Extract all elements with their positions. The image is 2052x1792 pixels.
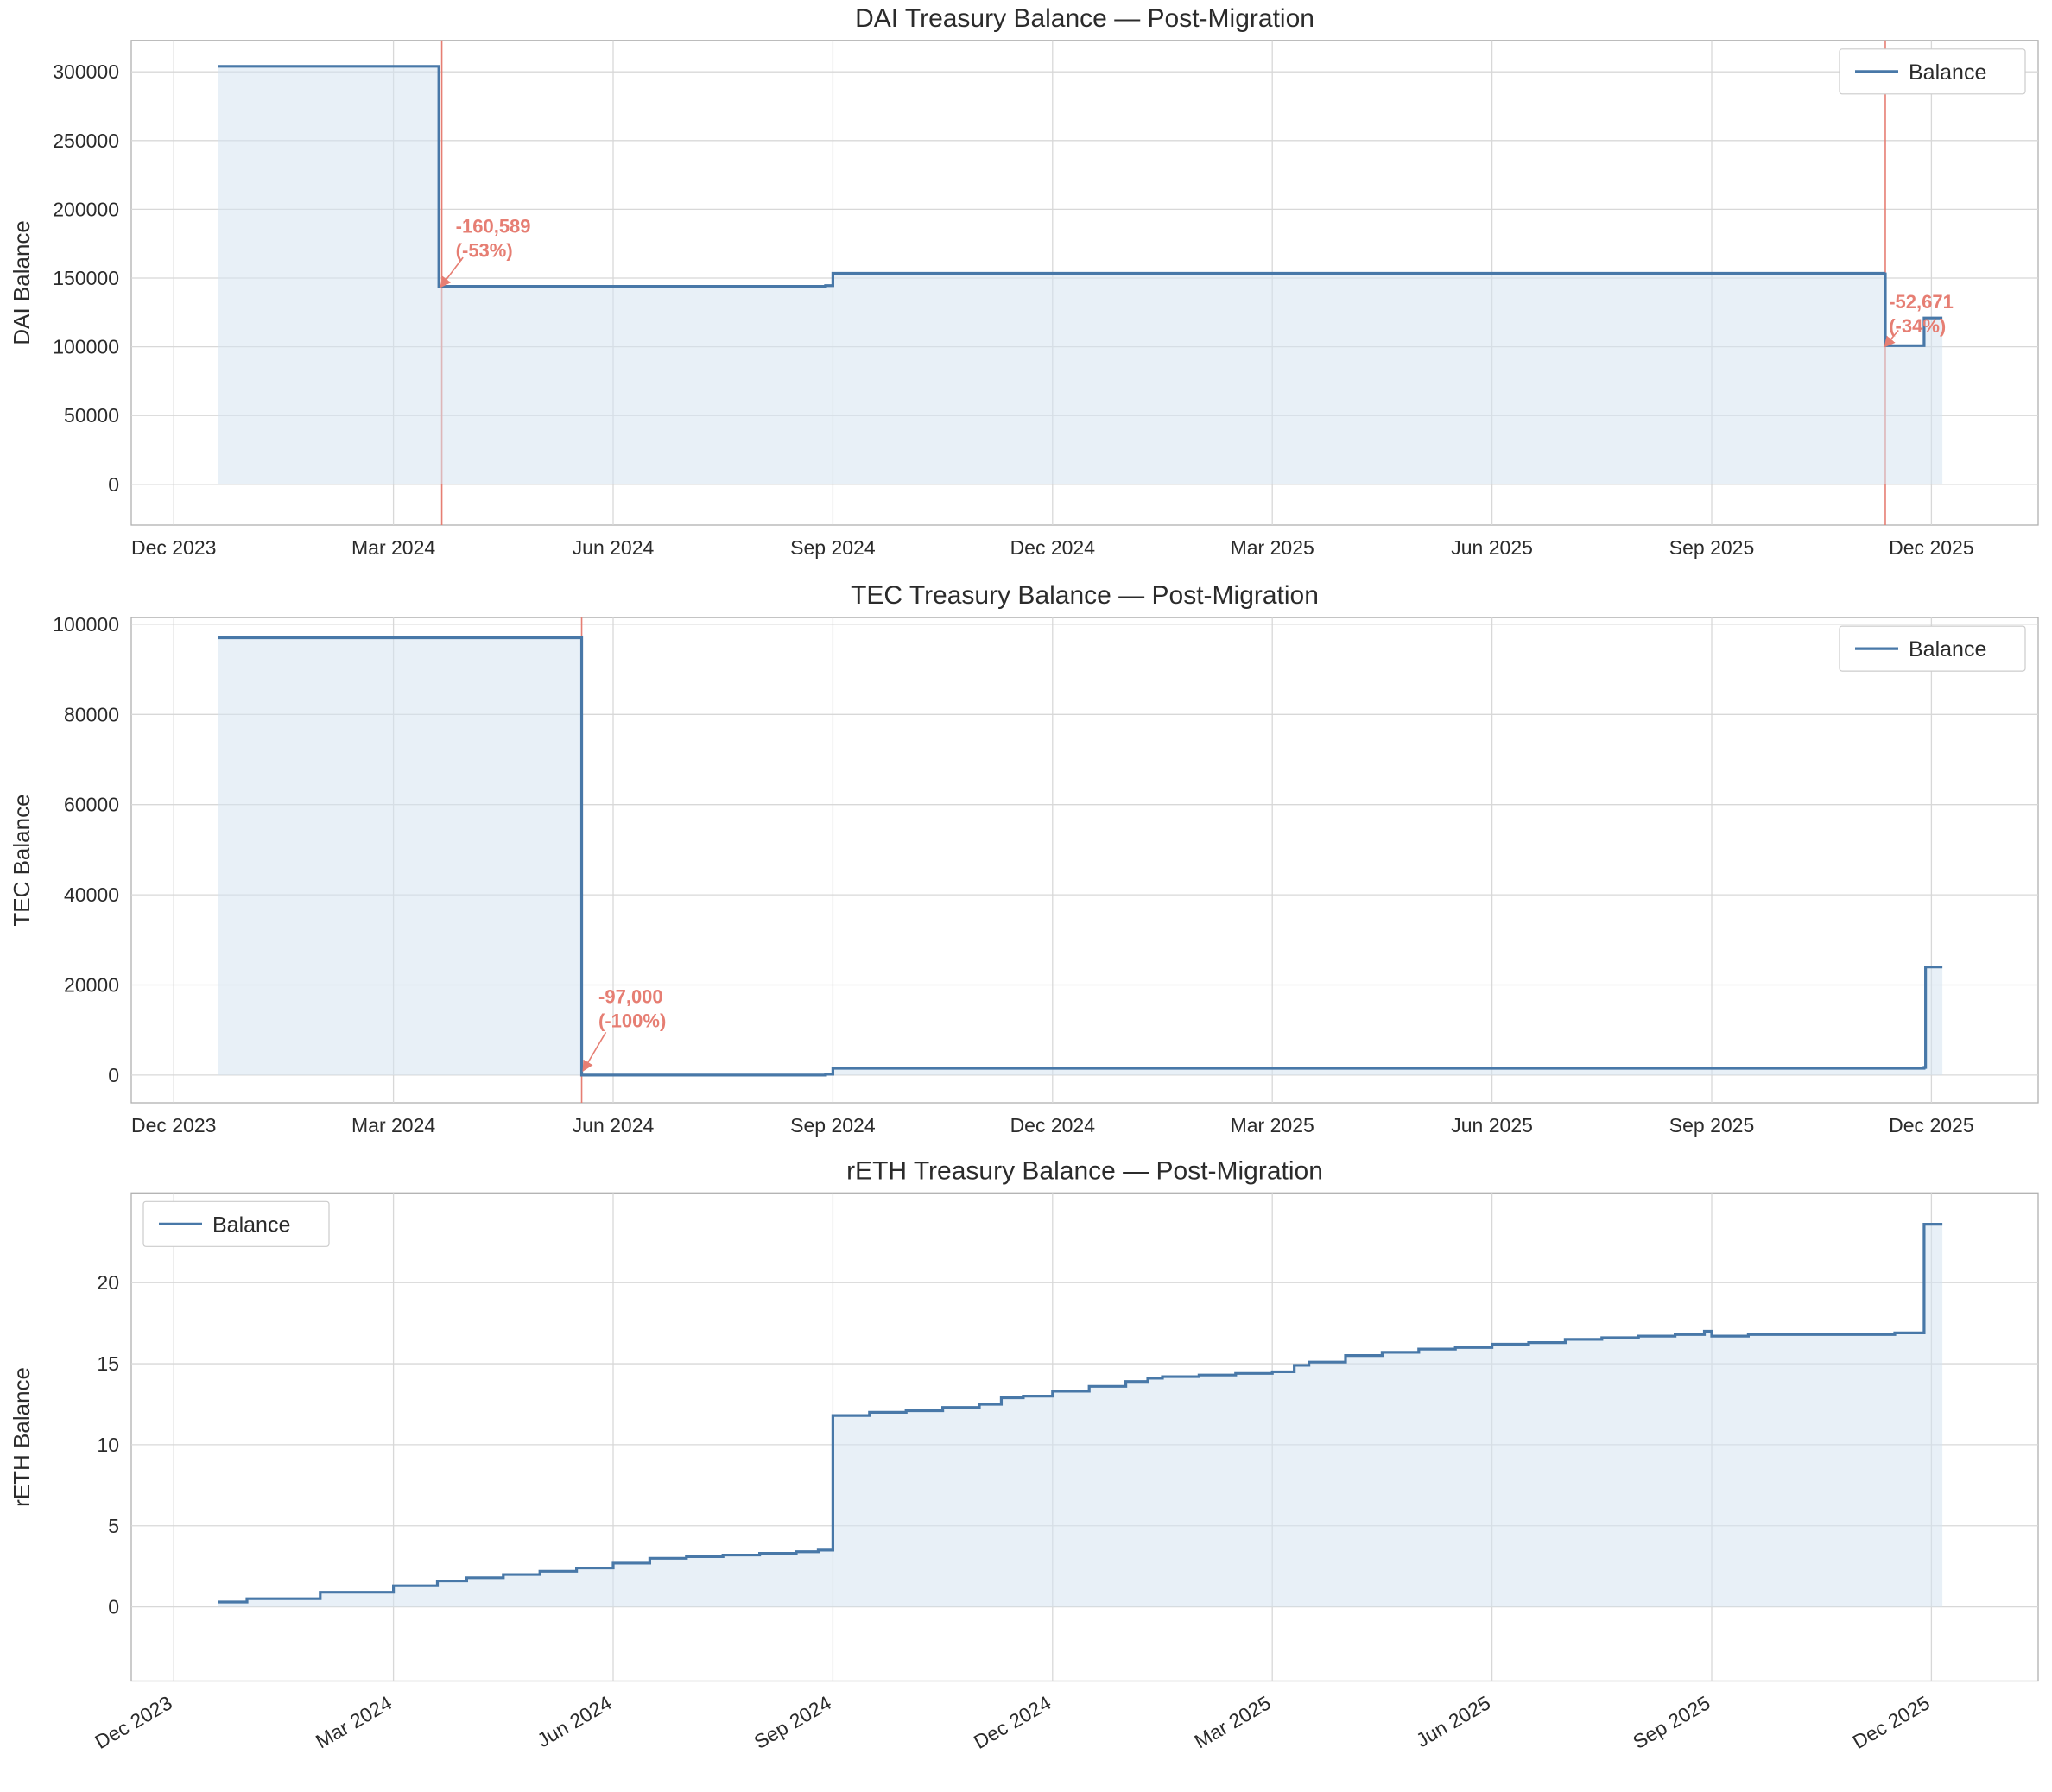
svg-text:Jun 2024: Jun 2024 (573, 1114, 655, 1137)
svg-text:Mar 2025: Mar 2025 (1231, 1114, 1314, 1137)
svg-text:-52,671: -52,671 (1889, 291, 1954, 313)
svg-text:-160,589: -160,589 (456, 215, 531, 237)
svg-text:Dec 2023: Dec 2023 (131, 1114, 216, 1137)
svg-text:100000: 100000 (53, 613, 119, 636)
svg-text:80000: 80000 (64, 703, 119, 725)
svg-text:Sep 2025: Sep 2025 (1629, 1691, 1713, 1753)
svg-text:TEC Balance: TEC Balance (9, 794, 35, 926)
svg-text:0: 0 (108, 1596, 119, 1618)
svg-text:DAI Treasury Balance — Post-Mi: DAI Treasury Balance — Post-Migration (855, 4, 1314, 33)
svg-text:Mar 2025: Mar 2025 (1231, 536, 1314, 559)
svg-text:DAI Balance: DAI Balance (9, 220, 35, 345)
svg-text:TEC Treasury Balance — Post-Mi: TEC Treasury Balance — Post-Migration (851, 581, 1319, 610)
svg-text:50000: 50000 (64, 404, 119, 427)
svg-text:rETH Treasury Balance — Post-M: rETH Treasury Balance — Post-Migration (846, 1156, 1323, 1185)
svg-text:Dec 2024: Dec 2024 (1010, 1114, 1096, 1137)
svg-text:300000: 300000 (53, 60, 119, 83)
svg-text:0: 0 (108, 1064, 119, 1086)
svg-text:60000: 60000 (64, 794, 119, 816)
svg-text:5: 5 (108, 1515, 119, 1537)
svg-text:-97,000: -97,000 (598, 985, 663, 1007)
svg-text:Dec 2023: Dec 2023 (131, 536, 216, 559)
svg-text:(-53%): (-53%) (456, 239, 513, 261)
svg-text:Mar 2024: Mar 2024 (312, 1691, 396, 1752)
svg-text:rETH Balance: rETH Balance (9, 1367, 35, 1507)
svg-text:Jun 2025: Jun 2025 (1412, 1691, 1494, 1751)
svg-text:Jun 2025: Jun 2025 (1451, 536, 1533, 559)
svg-text:15: 15 (97, 1352, 119, 1375)
svg-text:250000: 250000 (53, 130, 119, 152)
svg-text:Sep 2024: Sep 2024 (750, 1691, 835, 1753)
svg-text:100000: 100000 (53, 336, 119, 358)
svg-text:Balance: Balance (1909, 637, 1986, 662)
svg-text:Dec 2025: Dec 2025 (1849, 1691, 1934, 1753)
svg-text:(-34%): (-34%) (1889, 315, 1946, 337)
svg-text:0: 0 (108, 473, 119, 496)
svg-text:200000: 200000 (53, 198, 119, 220)
svg-text:Sep 2025: Sep 2025 (1669, 536, 1754, 559)
svg-text:20000: 20000 (64, 974, 119, 997)
svg-text:Jun 2025: Jun 2025 (1451, 1114, 1533, 1137)
svg-text:(-100%): (-100%) (598, 1010, 666, 1031)
svg-text:Dec 2025: Dec 2025 (1889, 1114, 1973, 1137)
svg-text:Jun 2024: Jun 2024 (534, 1691, 616, 1751)
svg-text:150000: 150000 (53, 267, 119, 289)
svg-text:Mar 2024: Mar 2024 (352, 1114, 435, 1137)
svg-text:Dec 2025: Dec 2025 (1889, 536, 1973, 559)
svg-text:Balance: Balance (212, 1213, 290, 1237)
svg-text:Dec 2023: Dec 2023 (91, 1691, 175, 1753)
svg-text:Sep 2025: Sep 2025 (1669, 1114, 1754, 1137)
svg-text:Mar 2024: Mar 2024 (352, 536, 435, 559)
svg-text:Balance: Balance (1909, 60, 1986, 85)
svg-text:Mar 2025: Mar 2025 (1191, 1691, 1275, 1752)
svg-text:40000: 40000 (64, 883, 119, 906)
svg-text:Sep 2024: Sep 2024 (790, 536, 876, 559)
svg-text:Sep 2024: Sep 2024 (790, 1114, 876, 1137)
svg-text:Dec 2024: Dec 2024 (1010, 536, 1096, 559)
svg-text:10: 10 (97, 1434, 119, 1456)
svg-text:Jun 2024: Jun 2024 (573, 536, 655, 559)
svg-text:20: 20 (97, 1271, 119, 1294)
svg-text:Dec 2024: Dec 2024 (970, 1691, 1054, 1753)
